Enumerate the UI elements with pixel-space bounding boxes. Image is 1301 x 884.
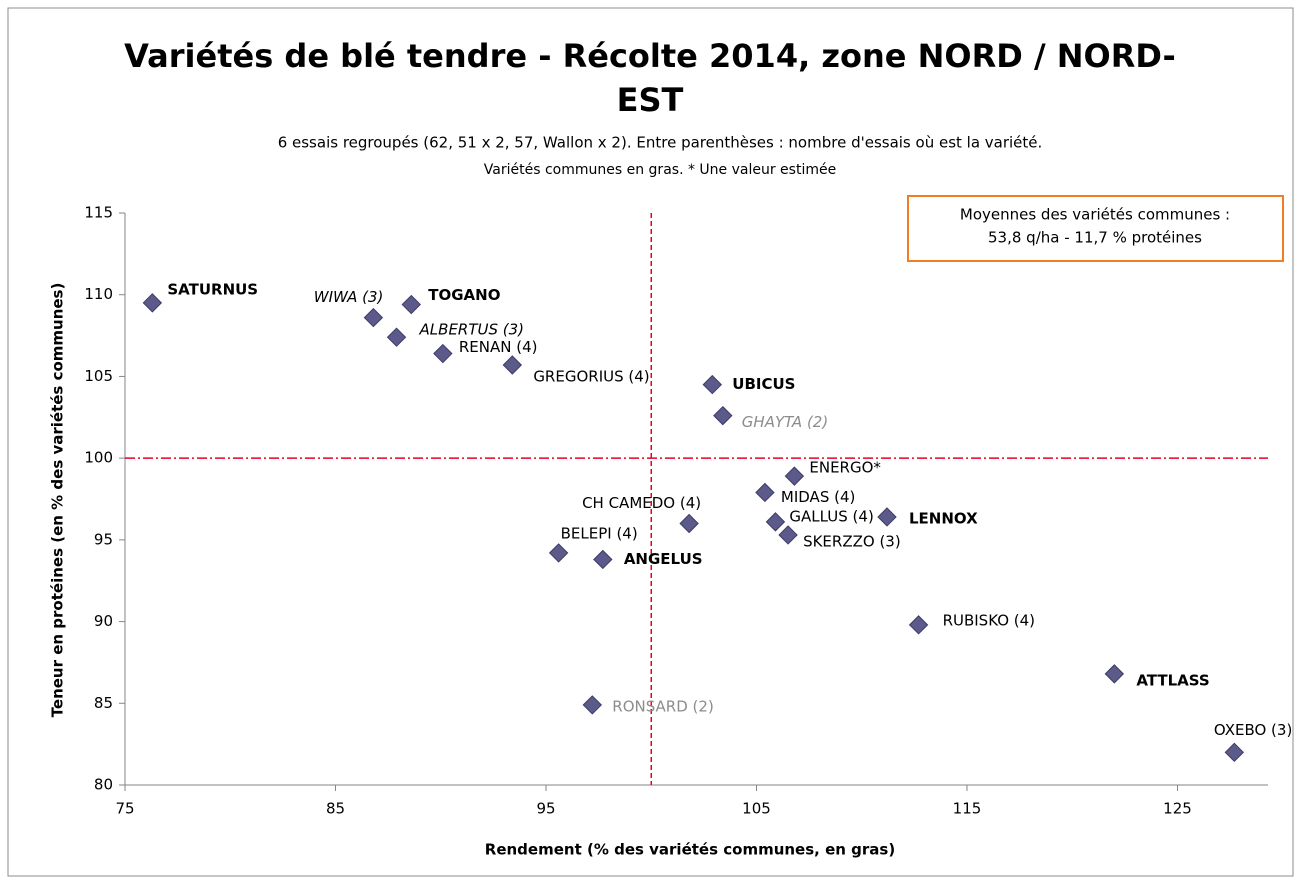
point-label: LENNOX [909, 509, 978, 527]
point-label: TOGANO [428, 286, 500, 304]
data-point [778, 525, 798, 545]
data-point [386, 327, 407, 347]
data-point [502, 355, 523, 375]
y-tick-label: 100 [84, 449, 113, 467]
chart-title: EST [617, 81, 684, 119]
point-label: ATTLASS [1136, 671, 1209, 689]
data-point [433, 343, 453, 364]
data-point [877, 507, 897, 527]
x-tick-label: 85 [326, 800, 345, 818]
y-tick-label: 90 [94, 612, 113, 630]
x-tick-label: 115 [953, 800, 982, 818]
point-label: BELEPI (4) [561, 524, 638, 542]
point-label: ALBERTUS (3) [419, 321, 525, 339]
data-point [765, 512, 786, 532]
point-label: RUBISKO (4) [943, 611, 1035, 629]
subtitle: 6 essais regroupés (62, 51 x 2, 57, Wall… [278, 134, 1043, 152]
point-label: OXEBO (3) [1214, 721, 1292, 739]
annotation-box [907, 195, 1284, 262]
point-label: MIDAS (4) [781, 488, 855, 506]
data-point [1224, 742, 1245, 763]
point-label: GREGORIUS (4) [533, 367, 649, 385]
data-point [363, 307, 384, 328]
point-label: SKERZZO (3) [803, 532, 901, 550]
data-point [548, 543, 569, 563]
point-label: WIWA (3) [314, 288, 384, 306]
point-label: ENERGO* [809, 459, 881, 477]
y-tick-label: 105 [84, 367, 113, 385]
x-tick-label: 105 [742, 800, 771, 818]
data-point [784, 466, 805, 486]
data-point [908, 615, 929, 635]
annotation: Moyennes des variétés communes : [960, 206, 1230, 224]
subtitle: Variétés communes en gras. * Une valeur … [484, 162, 836, 178]
data-point [582, 695, 603, 715]
chart-title: Variétés de blé tendre - Récolte 2014, z… [124, 37, 1176, 75]
x-axis-label: Rendement (% des variétés communes, en g… [485, 841, 895, 859]
point-label: ANGELUS [624, 550, 703, 568]
y-axis-label: Teneur en protéines (en % des variétés c… [49, 283, 67, 718]
x-tick-label: 125 [1163, 800, 1192, 818]
y-tick-label: 95 [94, 530, 113, 548]
point-label: GHAYTA (2) [742, 413, 828, 431]
annotation: 53,8 q/ha - 11,7 % protéines [988, 229, 1202, 247]
point-label: SATURNUS [167, 280, 258, 298]
data-point [593, 549, 613, 570]
data-point [713, 405, 733, 426]
data-point [401, 294, 421, 315]
y-tick-label: 85 [94, 694, 113, 712]
x-tick-label: 75 [115, 800, 134, 818]
data-point [1104, 664, 1125, 684]
point-label: UBICUS [732, 375, 795, 393]
x-tick-label: 95 [536, 800, 555, 818]
data-point [702, 374, 722, 395]
y-tick-label: 110 [84, 285, 113, 303]
y-tick-label: 115 [84, 204, 113, 222]
data-point [755, 482, 775, 503]
point-label: GALLUS (4) [789, 507, 873, 525]
y-tick-label: 80 [94, 776, 113, 794]
point-label: RONSARD (2) [612, 697, 714, 715]
data-point [142, 293, 163, 313]
point-label: RENAN (4) [459, 338, 538, 356]
data-point [679, 513, 699, 534]
point-label: CH CAMEDO (4) [582, 494, 701, 512]
